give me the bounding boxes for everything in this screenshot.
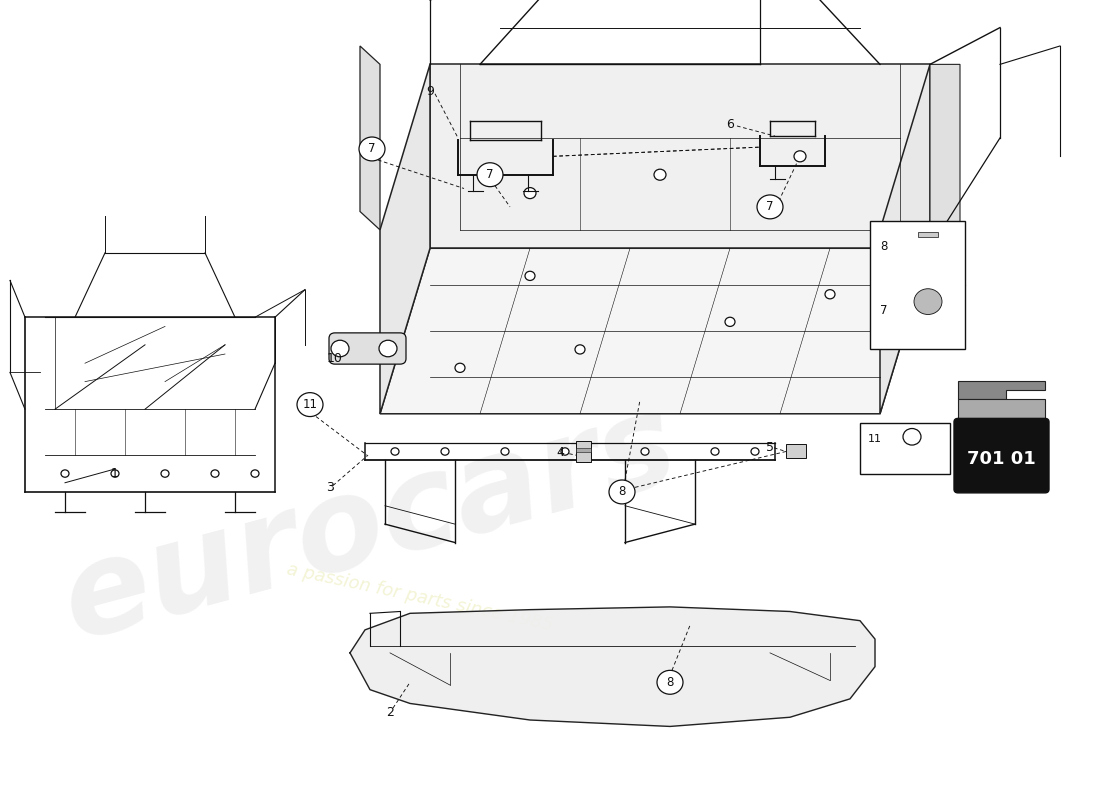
Circle shape [575, 345, 585, 354]
Circle shape [903, 429, 921, 445]
Polygon shape [360, 46, 379, 230]
Bar [918, 232, 938, 238]
Polygon shape [350, 607, 874, 726]
Text: a passion for parts since 1985: a passion for parts since 1985 [285, 561, 554, 634]
Text: 701 01: 701 01 [967, 450, 1036, 468]
Text: 10: 10 [327, 352, 343, 365]
Text: 8: 8 [618, 486, 626, 498]
Text: 2: 2 [386, 706, 394, 719]
Text: eurocars: eurocars [50, 382, 691, 666]
FancyBboxPatch shape [329, 333, 406, 364]
Circle shape [725, 318, 735, 326]
Polygon shape [958, 381, 1045, 399]
Text: 3: 3 [326, 481, 334, 494]
Text: 7: 7 [368, 142, 376, 155]
Polygon shape [379, 64, 430, 414]
Circle shape [525, 271, 535, 281]
Text: 7: 7 [767, 200, 773, 214]
Bar [576, 448, 591, 453]
Circle shape [794, 151, 806, 162]
Circle shape [60, 470, 69, 478]
Text: 11: 11 [302, 398, 318, 411]
Text: 4: 4 [557, 446, 564, 459]
Circle shape [641, 448, 649, 455]
Text: 7: 7 [486, 168, 494, 182]
Text: 8: 8 [667, 676, 673, 689]
Polygon shape [930, 64, 960, 248]
Circle shape [331, 340, 349, 357]
Circle shape [654, 169, 666, 180]
Circle shape [251, 470, 258, 478]
Circle shape [609, 480, 635, 504]
Circle shape [500, 448, 509, 455]
Circle shape [657, 670, 683, 694]
Circle shape [211, 470, 219, 478]
Text: 6: 6 [726, 118, 734, 130]
Circle shape [561, 448, 569, 455]
Circle shape [111, 470, 119, 478]
Bar [860, 423, 950, 474]
Circle shape [379, 340, 397, 357]
Circle shape [477, 162, 503, 186]
Text: 8: 8 [880, 240, 888, 253]
Circle shape [390, 448, 399, 455]
Polygon shape [880, 64, 929, 414]
Text: 7: 7 [880, 304, 888, 318]
Circle shape [711, 448, 719, 455]
Text: 5: 5 [766, 442, 774, 454]
Bar [958, 399, 1045, 420]
Circle shape [359, 137, 385, 161]
Circle shape [297, 393, 323, 417]
Bar [786, 444, 806, 458]
Text: 1: 1 [111, 467, 119, 480]
Circle shape [825, 290, 835, 299]
Circle shape [161, 470, 169, 478]
Bar [576, 442, 591, 462]
Circle shape [524, 187, 536, 198]
Circle shape [441, 448, 449, 455]
Circle shape [914, 289, 942, 314]
Polygon shape [430, 64, 930, 248]
Circle shape [757, 195, 783, 219]
Text: 9: 9 [426, 86, 433, 98]
Circle shape [751, 448, 759, 455]
Bar [870, 221, 965, 350]
FancyBboxPatch shape [954, 418, 1049, 493]
Circle shape [455, 363, 465, 373]
Polygon shape [379, 248, 930, 414]
Text: 11: 11 [868, 434, 882, 444]
